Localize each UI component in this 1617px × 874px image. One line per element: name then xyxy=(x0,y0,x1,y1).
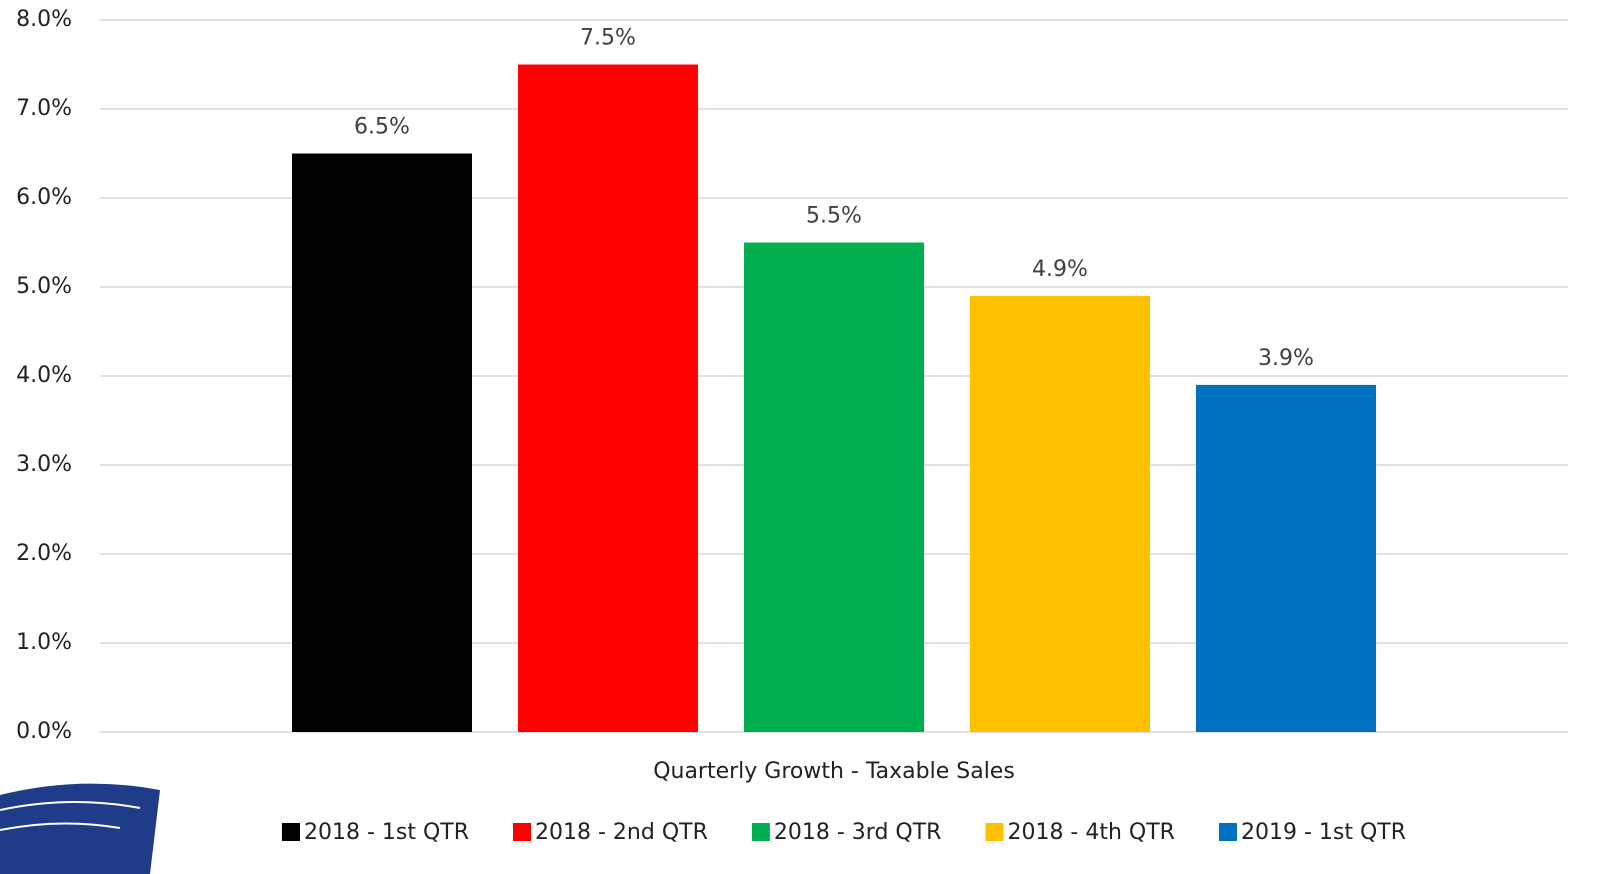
legend-label: 2018 - 3rd QTR xyxy=(774,820,942,845)
legend-swatch xyxy=(751,823,770,841)
decoration xyxy=(0,822,121,831)
bar xyxy=(518,64,698,732)
data-label: 6.5% xyxy=(354,115,410,140)
legend-label: 2018 - 4th QTR xyxy=(1007,820,1175,845)
bar xyxy=(970,295,1150,732)
y-tick-label: 5.0% xyxy=(16,274,72,299)
legend-swatch xyxy=(1218,823,1237,841)
legend-swatch xyxy=(281,823,300,841)
data-label: 5.5% xyxy=(806,204,862,229)
y-tick-label: 0.0% xyxy=(16,719,72,744)
y-tick-label: 1.0% xyxy=(16,630,72,655)
data-label: 4.9% xyxy=(1032,257,1088,282)
legend-label: 2019 - 1st QTR xyxy=(1241,820,1406,845)
y-tick-label: 7.0% xyxy=(16,96,72,121)
decoration xyxy=(0,783,160,874)
data-label: 3.9% xyxy=(1258,346,1314,371)
y-tick-label: 8.0% xyxy=(16,7,72,32)
y-tick-label: 4.0% xyxy=(16,363,72,388)
legend-swatch xyxy=(985,823,1004,841)
bar xyxy=(292,153,472,732)
data-label: 7.5% xyxy=(580,26,636,51)
bar xyxy=(744,242,924,732)
y-tick-label: 3.0% xyxy=(16,452,72,477)
legend-label: 2018 - 1st QTR xyxy=(304,820,469,845)
legend-swatch xyxy=(513,823,532,841)
y-tick-label: 2.0% xyxy=(16,541,72,566)
decoration xyxy=(0,801,141,811)
x-tick-label: Quarterly Growth - Taxable Sales xyxy=(653,759,1015,784)
bar xyxy=(1196,384,1376,732)
y-tick-label: 6.0% xyxy=(16,185,72,210)
legend-label: 2018 - 2nd QTR xyxy=(535,820,708,845)
